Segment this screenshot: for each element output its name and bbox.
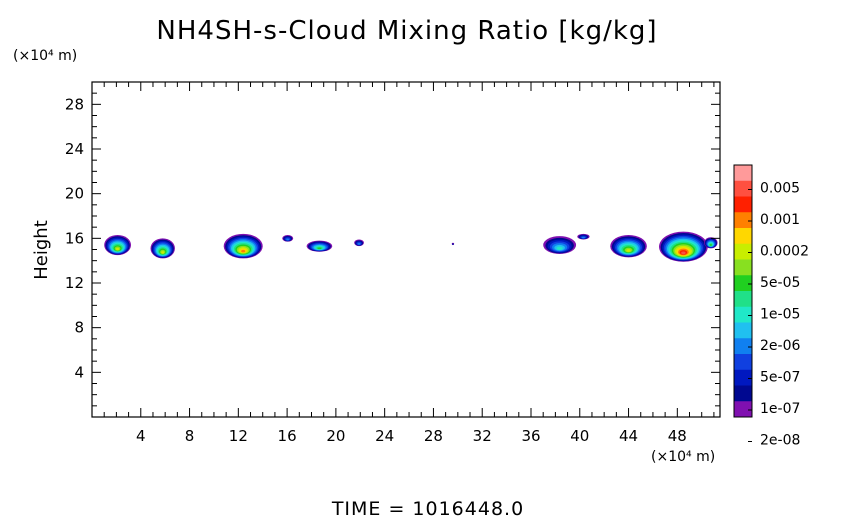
x-tick-label: 44 <box>619 427 638 445</box>
y-tick-label: 12 <box>65 274 84 292</box>
colorbar-label: 0.0002 <box>760 244 809 260</box>
cloud-layer <box>626 249 631 252</box>
colorbar-swatch <box>734 196 752 213</box>
colorbar-swatch <box>734 322 752 339</box>
colorbar-label: 5e-07 <box>760 370 800 386</box>
colorbar-swatch <box>734 180 752 197</box>
cloud-layer <box>556 246 563 250</box>
cloud-blob <box>610 234 647 258</box>
cloud-field <box>104 231 718 262</box>
y-tick-label: 4 <box>74 363 84 381</box>
colorbar-swatch <box>734 275 752 292</box>
colorbar-swatch <box>734 369 752 386</box>
colorbar-label: 2e-08 <box>760 433 800 449</box>
y-tick-label: 24 <box>65 140 84 158</box>
cloud-layer <box>161 251 165 254</box>
colorbar-label: 0.001 <box>760 212 800 228</box>
y-tick-label: 28 <box>65 95 84 113</box>
colorbar-label: 1e-07 <box>760 401 800 417</box>
colorbar-label: 5e-05 <box>760 275 800 291</box>
cloud-blob <box>704 237 718 249</box>
y-tick-label: 16 <box>65 229 84 247</box>
cloud-blob <box>306 240 333 252</box>
x-tick-label: 36 <box>521 427 540 445</box>
cloud-layer <box>709 244 712 246</box>
colorbar-frame <box>733 164 753 418</box>
colorbar-swatch <box>734 306 752 323</box>
cloud-blob <box>451 242 455 246</box>
cloud-blob <box>104 234 132 256</box>
colorbar-swatch <box>734 212 752 229</box>
chart-title: NH4SH-s-Cloud Mixing Ratio [kg/kg] <box>156 16 657 46</box>
cloud-blob <box>577 233 590 240</box>
colorbar-swatch <box>734 259 752 276</box>
cloud-blob <box>354 239 364 247</box>
x-unit-label: (×10⁴ m) <box>651 449 715 465</box>
colorbar-swatch <box>734 228 752 245</box>
cloud-blob <box>150 238 175 259</box>
x-tick-label: 24 <box>375 427 394 445</box>
colorbar-label: 1e-05 <box>760 307 800 323</box>
x-tick-label: 4 <box>136 427 146 445</box>
cloud-layer <box>286 238 290 241</box>
x-tick-label: 32 <box>473 427 492 445</box>
cloud-layer <box>241 249 246 253</box>
colorbar-swatch <box>734 401 752 418</box>
cloud-blob <box>223 233 263 259</box>
cloud-layer <box>681 251 686 255</box>
y-tick-label: 8 <box>74 319 84 337</box>
y-axis-ticks: 4 8 12 16 20 24 28 <box>65 81 720 418</box>
colorbar-swatch <box>734 291 752 308</box>
y-axis-label: Height <box>31 220 52 280</box>
colorbar-swatch <box>734 354 752 371</box>
colorbar-swatch <box>734 243 752 260</box>
x-tick-label: 48 <box>668 427 687 445</box>
y-tick-label: 20 <box>65 185 84 203</box>
y-unit-label: (×10⁴ m) <box>13 48 77 64</box>
x-tick-label: 28 <box>424 427 443 445</box>
colorbar-label: 0.005 <box>760 181 800 197</box>
x-tick-label: 20 <box>326 427 345 445</box>
colorbar-label: 2e-06 <box>760 338 800 354</box>
cloud-blob <box>659 231 708 262</box>
colorbar-swatch <box>734 338 752 355</box>
x-tick-label: 12 <box>229 427 248 445</box>
colorbar-swatch <box>734 385 752 402</box>
time-label: TIME = 1016448.0 <box>331 498 524 519</box>
cloud-blob <box>543 236 577 254</box>
x-tick-label: 8 <box>185 427 195 445</box>
cloud-layer <box>115 247 120 251</box>
x-axis-ticks: 4 8 12 16 20 24 28 32 36 40 44 48 <box>91 82 715 445</box>
cloud-layer <box>357 243 361 245</box>
x-tick-label: 16 <box>278 427 297 445</box>
cloud-layer <box>452 243 454 245</box>
x-tick-label: 40 <box>570 427 589 445</box>
cloud-layer <box>581 236 586 239</box>
colorbar-swatch <box>734 165 752 182</box>
cloud-layer <box>317 247 322 250</box>
cloud-blob <box>282 234 294 242</box>
colorbar: 0.005 0.001 0.0002 5e-05 1e-05 2e-06 5e-07 1e-0… <box>733 164 809 449</box>
